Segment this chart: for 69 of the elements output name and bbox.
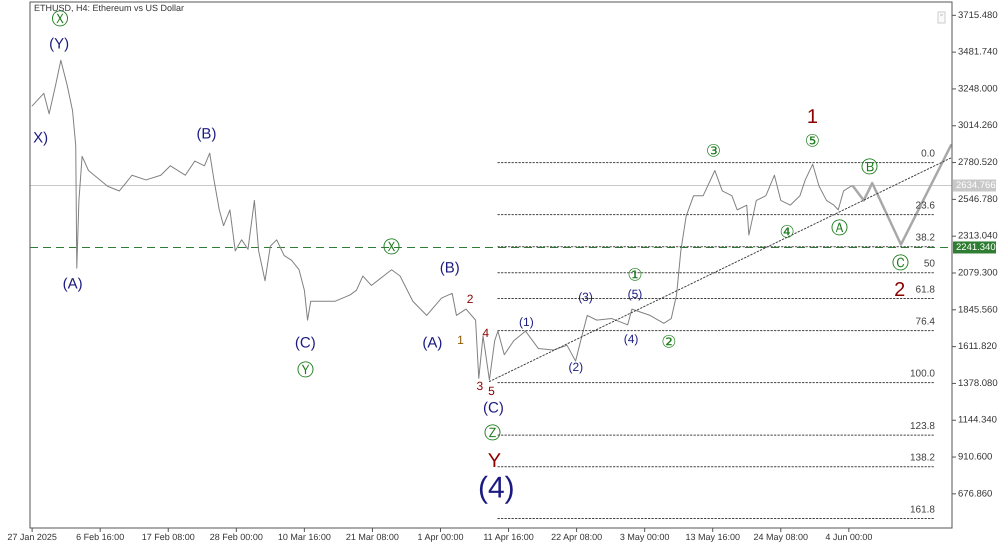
x-tick-label: 3 May 00:00 [620, 532, 670, 542]
annotation: ③ [706, 142, 722, 160]
x-tick-label: 10 Mar 16:00 [278, 532, 331, 542]
y-tick-label: 676.860 [958, 488, 992, 500]
y-tick-label: 1845.560 [958, 304, 998, 316]
x-tick-label: 24 May 08:00 [754, 532, 808, 542]
x-tick-label: 28 Feb 00:00 [210, 532, 263, 542]
y-tick-label: 3014.260 [958, 120, 998, 132]
x-tick-label: 21 Mar 08:00 [346, 532, 399, 542]
y-tick-label: 2079.300 [958, 267, 998, 278]
y-tick-label: 2780.520 [958, 157, 998, 168]
annotation: (C) [294, 334, 316, 352]
annotation: 2 [894, 279, 906, 301]
annotation: (Y) [49, 36, 70, 52]
annotation: Ⓨ [296, 360, 314, 380]
series-label: 76.4 [916, 316, 936, 328]
series-label: 100.0 [910, 368, 936, 380]
series-label: 161.8 [910, 504, 936, 516]
x-tick-label: 27 Jan 2025 [7, 532, 57, 542]
annotation: 1 [457, 333, 464, 347]
annotation: (3) [578, 290, 593, 304]
x-tick-label: 11 Apr 16:00 [483, 532, 534, 542]
series-label: 0.0 [921, 148, 936, 160]
annotation: (B) [440, 260, 460, 276]
annotation: (A) [422, 334, 442, 352]
series-label: 23.6 [916, 200, 936, 212]
annotation: (4) [478, 472, 515, 504]
annotation: X) [33, 130, 48, 146]
series-label: 138.2 [910, 452, 936, 464]
annotation: (5) [628, 287, 642, 301]
annotation: (1) [519, 315, 534, 329]
annotation: 1 [806, 106, 818, 128]
y-tick-label: 3715.480 [958, 10, 998, 21]
annotation: (4) [624, 332, 638, 346]
ref-line-label: 2241.340 [956, 242, 996, 253]
x-tick-label: 4 Jun 00:00 [825, 532, 872, 542]
annotation: Ⓩ [484, 424, 501, 442]
x-tick-label: 17 Feb 08:00 [142, 532, 195, 542]
y-tick-label: 3481.740 [958, 46, 998, 58]
y-tick-label: 910.600 [958, 452, 992, 463]
annotation: ④ [780, 222, 795, 242]
annotation: Y [488, 450, 502, 472]
y-tick-label: 2546.780 [958, 194, 998, 205]
annotation: Ⓐ [831, 218, 848, 238]
y-tick-label: 3248.000 [958, 83, 998, 94]
annotation: Ⓑ [861, 158, 878, 176]
x-tick-label: 6 Feb 16:00 [76, 532, 124, 542]
annotation: ⑤ [804, 132, 820, 150]
series-label: 38.2 [916, 232, 936, 244]
annotation: 4 [482, 326, 490, 340]
y-tick-label: 1378.080 [958, 378, 998, 389]
annotation: 5 [488, 384, 496, 398]
annotation: (B) [196, 126, 216, 142]
annotation: 3 [476, 379, 484, 393]
annotation: Ⓒ [892, 254, 910, 272]
annotation: ② [661, 332, 677, 352]
x-tick-label: 13 May 16:00 [685, 532, 740, 542]
annotation: (C) [483, 400, 504, 416]
y-tick-label: 1611.820 [958, 341, 997, 352]
y-tick-label: 1144.340 [958, 414, 997, 426]
annotation: (2) [568, 360, 584, 374]
series-label: 61.8 [916, 284, 936, 296]
y-tick-label: 2313.040 [958, 230, 998, 242]
x-tick-label: 1 Apr 00:00 [417, 532, 464, 542]
series-label: 123.8 [910, 421, 936, 432]
x-tick-label: 22 Apr 08:00 [551, 532, 602, 542]
series-label: 50 [924, 258, 936, 270]
annotation: 2 [466, 292, 474, 306]
annotation: (A) [62, 276, 83, 292]
